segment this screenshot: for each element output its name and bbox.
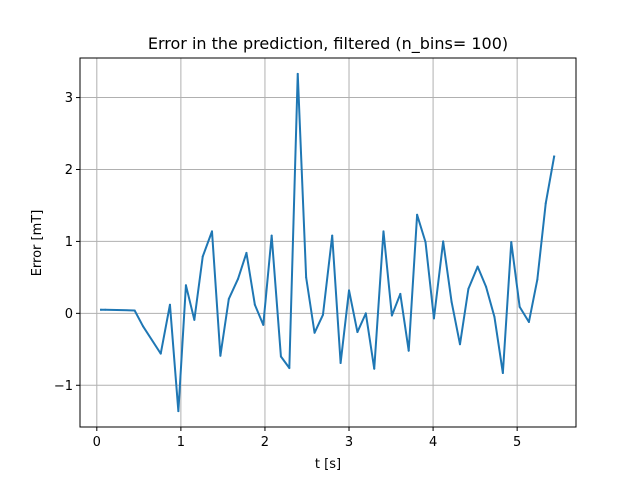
data-point	[458, 343, 461, 346]
series-layer	[100, 72, 556, 413]
x-tick-label: 4	[429, 435, 437, 450]
data-point	[321, 313, 324, 316]
data-point	[399, 292, 402, 295]
data-point	[270, 234, 273, 237]
data-point	[493, 315, 496, 318]
x-axis-ticks: 0 1 2 3 4 5	[93, 427, 521, 450]
data-point	[407, 349, 410, 352]
data-point	[364, 312, 367, 315]
data-point	[201, 255, 204, 258]
data-point	[373, 367, 376, 370]
y-tick-label: 3	[65, 91, 73, 106]
data-point	[442, 240, 445, 243]
x-axis-label: t [s]	[315, 457, 341, 472]
data-point	[253, 303, 256, 306]
data-point	[331, 234, 334, 237]
data-point	[104, 308, 107, 311]
y-axis-ticks: −1 0 1 2 3	[54, 91, 80, 394]
data-point	[210, 230, 213, 233]
chart-title: Error in the prediction, filtered (n_bin…	[148, 34, 508, 54]
y-tick-label: 2	[65, 163, 73, 178]
data-point	[245, 251, 248, 254]
data-point	[100, 308, 103, 311]
data-point	[416, 213, 419, 216]
data-point	[485, 285, 488, 288]
data-point	[237, 277, 240, 280]
data-point	[432, 317, 435, 320]
y-tick-label: 0	[65, 307, 73, 322]
y-tick-label: −1	[54, 379, 73, 394]
x-tick-label: 1	[177, 435, 185, 450]
data-point	[219, 354, 222, 357]
data-point	[262, 323, 265, 326]
data-point	[184, 284, 187, 287]
data-point	[133, 309, 136, 312]
data-point	[518, 305, 521, 308]
data-point	[527, 320, 530, 323]
data-point	[177, 410, 180, 413]
data-point	[348, 289, 351, 292]
data-point	[159, 352, 162, 355]
data-point	[142, 325, 145, 328]
data-point	[510, 241, 513, 244]
data-point	[382, 230, 385, 233]
data-point	[553, 155, 556, 158]
data-point	[544, 202, 547, 205]
x-grid-lines	[96, 58, 518, 427]
data-point	[168, 303, 171, 306]
data-point	[227, 297, 230, 300]
data-point	[356, 331, 359, 334]
x-tick-label: 3	[345, 435, 353, 450]
data-point	[501, 372, 504, 375]
data-point	[288, 367, 291, 370]
x-tick-label: 2	[261, 435, 269, 450]
x-tick-label: 5	[513, 435, 521, 450]
x-tick-label: 0	[93, 435, 101, 450]
y-axis-label: Error [mT]	[30, 210, 45, 277]
data-point	[305, 276, 308, 279]
data-point	[339, 361, 342, 364]
data-point	[536, 278, 539, 281]
data-point	[193, 318, 196, 321]
data-point	[279, 355, 282, 358]
y-tick-label: 1	[65, 235, 73, 250]
data-point	[313, 331, 316, 334]
data-point	[296, 72, 299, 75]
data-point	[467, 287, 470, 290]
plot-frame	[79, 57, 577, 428]
data-point	[476, 265, 479, 268]
data-point	[424, 241, 427, 244]
data-point	[390, 314, 393, 317]
data-point	[450, 300, 453, 303]
